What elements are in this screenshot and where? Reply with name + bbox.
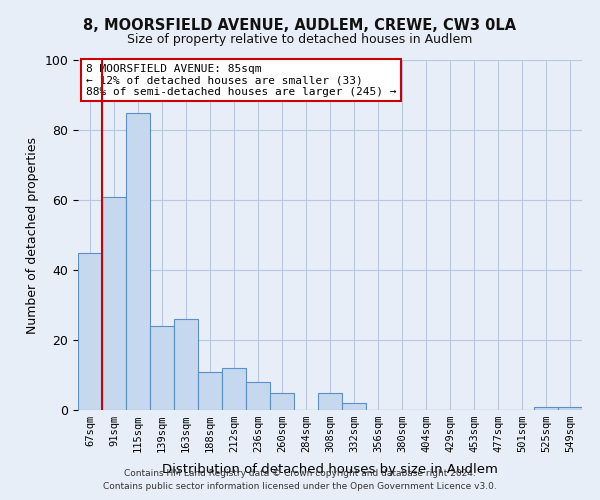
- Bar: [198, 372, 222, 410]
- Text: 8, MOORSFIELD AVENUE, AUDLEM, CREWE, CW3 0LA: 8, MOORSFIELD AVENUE, AUDLEM, CREWE, CW3…: [83, 18, 517, 32]
- Text: Size of property relative to detached houses in Audlem: Size of property relative to detached ho…: [127, 32, 473, 46]
- Bar: [222, 368, 246, 410]
- Text: 8 MOORSFIELD AVENUE: 85sqm
← 12% of detached houses are smaller (33)
88% of semi: 8 MOORSFIELD AVENUE: 85sqm ← 12% of deta…: [86, 64, 396, 96]
- Text: Contains public sector information licensed under the Open Government Licence v3: Contains public sector information licen…: [103, 482, 497, 491]
- Bar: [534, 406, 558, 410]
- Y-axis label: Number of detached properties: Number of detached properties: [26, 136, 39, 334]
- Bar: [342, 403, 366, 410]
- Bar: [558, 406, 582, 410]
- Bar: [174, 319, 198, 410]
- Bar: [126, 112, 150, 410]
- Bar: [246, 382, 270, 410]
- Bar: [102, 196, 126, 410]
- Bar: [318, 392, 342, 410]
- Bar: [270, 392, 294, 410]
- X-axis label: Distribution of detached houses by size in Audlem: Distribution of detached houses by size …: [162, 464, 498, 476]
- Bar: [78, 252, 102, 410]
- Bar: [150, 326, 174, 410]
- Text: Contains HM Land Registry data © Crown copyright and database right 2024.: Contains HM Land Registry data © Crown c…: [124, 468, 476, 477]
